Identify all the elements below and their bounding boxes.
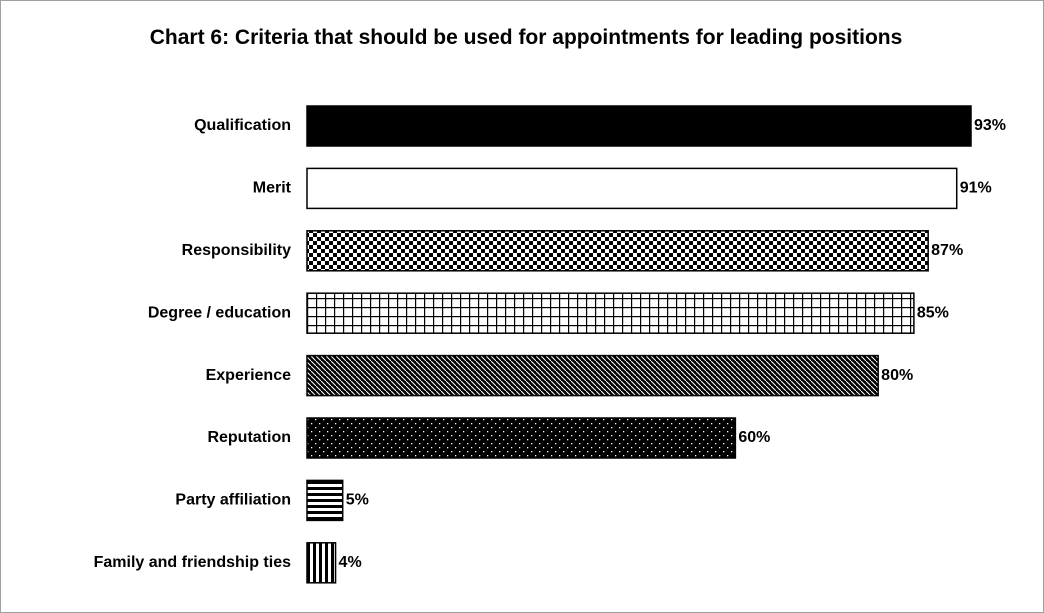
chart-title: Chart 6: Criteria that should be used fo…	[149, 26, 903, 49]
bar	[306, 230, 929, 272]
bar	[306, 292, 915, 334]
value-label: 87%	[931, 242, 963, 259]
category-label: Merit	[253, 180, 292, 197]
value-label: 93%	[974, 117, 1006, 134]
category-label: Qualification	[194, 117, 291, 134]
value-label: 91%	[960, 180, 992, 197]
value-label: 60%	[738, 429, 770, 446]
bar	[306, 167, 958, 210]
value-label: 85%	[917, 304, 949, 321]
category-label: Reputation	[207, 429, 291, 446]
category-label: Degree / education	[148, 304, 291, 321]
category-label: Party affiliation	[175, 492, 291, 509]
bar	[306, 354, 879, 397]
value-label: 4%	[339, 554, 362, 571]
category-label: Experience	[206, 367, 291, 384]
category-label: Responsibility	[182, 242, 291, 259]
bar	[306, 105, 972, 147]
category-label: Family and friendship ties	[94, 554, 291, 571]
bar	[306, 479, 344, 522]
bar	[306, 417, 737, 459]
bar	[306, 542, 337, 584]
value-label: 80%	[881, 367, 913, 384]
value-label: 5%	[346, 492, 369, 509]
